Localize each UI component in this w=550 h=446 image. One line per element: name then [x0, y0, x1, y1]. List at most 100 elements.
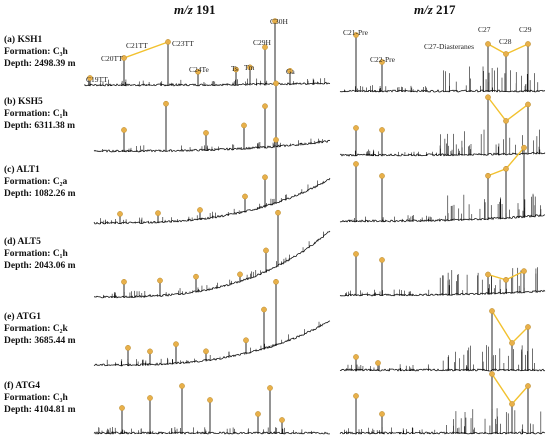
peak-marker [121, 279, 127, 285]
depth-label: Depth: [4, 121, 32, 131]
sample-name: (d) ALT5 [4, 237, 41, 247]
peak-label-c20tt: C20TT [101, 54, 123, 63]
peak-marker [262, 103, 268, 110]
peak-label-c21tt: C21TT [126, 41, 148, 50]
peak-marker [485, 94, 491, 101]
sample-info-f: (f) ATG4 Formation: C₃h Depth: 4104.81 m [4, 380, 76, 416]
peak-marker [273, 80, 279, 87]
trace-baseline-217-1 [339, 151, 546, 157]
peak-marker [521, 144, 527, 151]
column-title-m217: m/z 217 [414, 2, 456, 17]
peak-marker [262, 44, 268, 51]
formation-label: Formation: [4, 324, 51, 334]
trace-baseline-217-2 [339, 214, 546, 223]
peak-marker [242, 193, 248, 200]
peak-labels: C19TT C20TT C21TT C23TT C24Te Ts Tm C29H… [86, 17, 532, 84]
trace-baseline-191-5 [93, 431, 330, 435]
tricyclic-link [123, 41, 169, 59]
formation-label: Formation: [4, 177, 51, 187]
peak-marker [255, 411, 261, 417]
peak-marker [353, 161, 359, 167]
peak-marker [489, 371, 495, 377]
peak-marker [197, 207, 203, 213]
peak-marker [503, 118, 509, 124]
peak-label-ts: Ts [231, 64, 238, 73]
sample-info-c: (c) ALT1 Formation: C₂a Depth: 1082.26 m [4, 164, 76, 200]
peak-marker [273, 278, 279, 285]
sample-name: (b) KSH5 [4, 97, 43, 107]
peak-label-c27: C27 [478, 25, 491, 34]
sterane-link-1 [487, 96, 529, 122]
peak-marker [485, 41, 491, 47]
sample-info-d: (d) ALT5 Formation: C₁h Depth: 2043.06 m [4, 236, 76, 272]
peak-marker [163, 100, 169, 107]
depth-label: Depth: [4, 261, 32, 271]
peak-marker [379, 127, 385, 133]
formation-value: C₃h [52, 393, 68, 403]
peak-marker [203, 348, 209, 355]
peak-marker [273, 136, 279, 143]
peak-label-ga: Ga [286, 67, 295, 76]
peak-marker [525, 41, 531, 47]
peak-marker [509, 401, 515, 407]
peak-marker [353, 251, 359, 257]
peak-marker [195, 68, 201, 75]
peak-marker [509, 340, 515, 346]
peak-label-c27-diasteranes: C27-Diasteranes [424, 42, 474, 51]
peak-marker [207, 397, 213, 403]
sample-name: (c) ALT1 [4, 165, 40, 175]
trace-baseline-191-0 [83, 81, 331, 87]
peak-marker [155, 210, 161, 216]
peak-label-c28: C28 [499, 37, 512, 46]
peak-marker [379, 173, 385, 179]
trace-baseline-191-2 [93, 177, 331, 225]
trace-baseline-217-0 [339, 89, 546, 93]
formation-value: C₁h [52, 249, 68, 259]
peak-marker [503, 277, 509, 283]
peak-marker [117, 211, 123, 217]
sterane-link-lines [123, 41, 529, 406]
peak-marker [165, 39, 171, 45]
peak-marker [173, 341, 179, 348]
sample-name: (f) ATG4 [4, 381, 40, 391]
formation-value: C₃h [52, 47, 68, 57]
depth-label: Depth: [4, 59, 32, 69]
peak-label-c29h: C29H [253, 38, 272, 47]
depth-label: Depth: [4, 405, 32, 415]
peak-marker [375, 360, 381, 366]
formation-label: Formation: [4, 249, 51, 259]
peak-marker [275, 209, 281, 216]
peak-marker [119, 405, 125, 411]
peak-marker [241, 122, 247, 129]
peak-label-c24te: C24Te [189, 65, 210, 74]
peak-marker [193, 273, 199, 280]
peak-marker [179, 383, 185, 389]
peak-marker [379, 59, 385, 65]
peak-marker [379, 257, 385, 263]
sample-info-b: (b) KSH5 Formation: C₁h Depth: 6311.38 m [4, 96, 75, 132]
peak-marker [247, 64, 253, 71]
peak-marker [503, 165, 509, 172]
peak-marker [272, 18, 278, 24]
peak-marker [121, 55, 127, 61]
peak-marker [121, 127, 127, 133]
depth-value: 2498.39 m [34, 59, 76, 69]
depth-value: 6311.38 m [34, 121, 75, 131]
sample-info-a: (a) KSH1 Formation: C₃h Depth: 2498.39 m [4, 34, 76, 70]
trace-baseline-191-4 [93, 320, 331, 367]
sterane-link-4 [491, 310, 529, 345]
depth-value: 4104.81 m [34, 405, 76, 415]
formation-value: C₁h [52, 109, 68, 119]
peak-marker [157, 277, 163, 284]
peak-marker [263, 247, 269, 254]
sample-info-e: (e) ATG1 Formation: C₂k Depth: 3685.44 m [4, 311, 76, 347]
peak-marker [521, 268, 527, 274]
peak-label-tm: Tm [244, 63, 255, 72]
peak-marker [261, 306, 267, 313]
depth-value: 1082.26 m [34, 189, 76, 199]
peak-label-c21-pre: C21-Pre [343, 28, 369, 37]
peak-marker [353, 125, 359, 131]
peak-label-c30h: C30H [270, 17, 289, 26]
sample-name: (e) ATG1 [4, 312, 42, 322]
depth-label: Depth: [4, 336, 32, 346]
